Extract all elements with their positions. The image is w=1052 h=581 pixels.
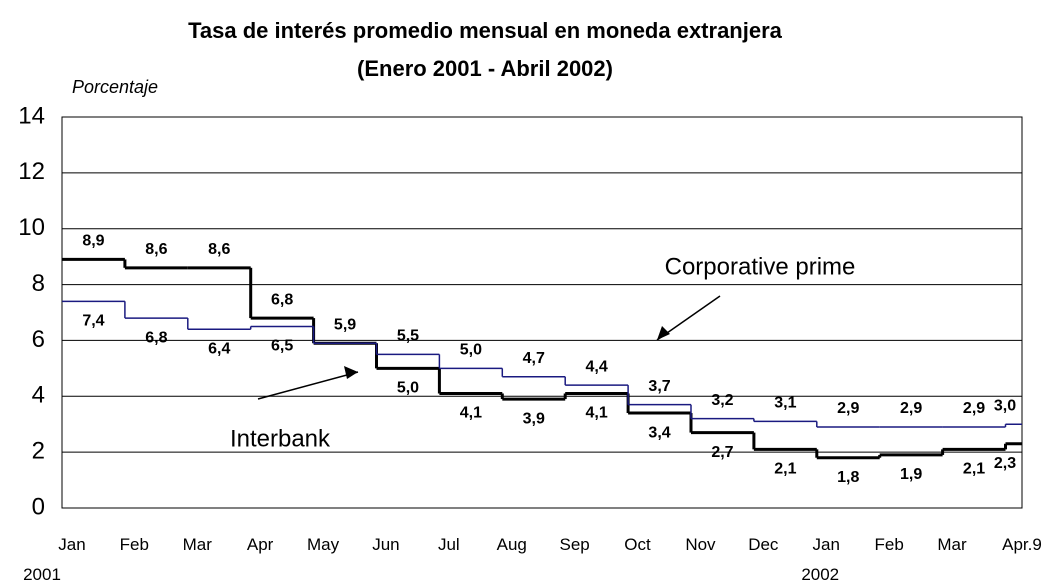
- y-axis-label: Porcentaje: [72, 77, 158, 97]
- annotation-arrowhead: [657, 326, 670, 340]
- x-tick-label: Jan 2002: [801, 535, 840, 581]
- x-tick-label-part: Mar: [183, 535, 213, 554]
- x-tick-label-part: 2002: [801, 565, 839, 581]
- data-label: 6,8: [271, 291, 293, 308]
- x-tick-label: May: [307, 535, 340, 554]
- data-label: 2,7: [711, 444, 733, 461]
- data-label: 2,9: [963, 400, 985, 417]
- x-tick-label: Nov: [685, 535, 716, 554]
- x-tick-label-part: Dec: [748, 535, 779, 554]
- x-tick-label: Apr: [247, 535, 274, 554]
- chart-title: Tasa de interés promedio mensual en mone…: [188, 18, 783, 43]
- x-tick-label: Apr.9: [1002, 535, 1042, 554]
- series-annotation: Corporative prime: [665, 253, 856, 280]
- x-tick-label-part: Sep: [560, 535, 590, 554]
- data-label: 2,9: [837, 400, 859, 417]
- data-label: 3,0: [994, 397, 1016, 414]
- data-label: 8,6: [208, 241, 230, 258]
- data-label: 1,8: [837, 469, 859, 486]
- x-tick-label-part: Oct: [624, 535, 651, 554]
- data-label: 4,1: [460, 405, 482, 422]
- x-tick-label: Jul: [438, 535, 460, 554]
- x-tick-label-part: Jan: [813, 535, 840, 554]
- x-tick-label-part: 2001: [23, 565, 61, 581]
- y-tick-label: 4: [32, 382, 45, 409]
- data-label: 3,2: [711, 392, 733, 409]
- data-label: 3,1: [774, 395, 796, 412]
- y-tick-label: 8: [32, 270, 45, 297]
- data-label: 1,9: [900, 466, 922, 483]
- data-label: 6,8: [145, 329, 167, 346]
- x-tick-label-part: Feb: [874, 535, 903, 554]
- x-tick-label-part: May: [307, 535, 340, 554]
- data-label: 5,0: [460, 342, 482, 359]
- x-tick-label-part: Apr.9: [1002, 535, 1042, 554]
- data-label: 2,9: [900, 400, 922, 417]
- x-tick-label: Mar: [937, 535, 967, 554]
- data-label: 2,1: [963, 461, 985, 478]
- data-label: 6,5: [271, 338, 293, 355]
- x-tick-label: Feb: [120, 535, 149, 554]
- annotation-arrowhead: [344, 366, 358, 379]
- y-tick-label: 10: [18, 214, 45, 241]
- series-annotation: Interbank: [230, 425, 331, 452]
- data-label: 2,3: [994, 455, 1016, 472]
- data-label: 5,5: [397, 328, 419, 345]
- x-tick-label-part: Nov: [685, 535, 716, 554]
- data-label: 2,1: [774, 461, 796, 478]
- annotation-arrow: [257, 371, 359, 400]
- data-label: 3,4: [648, 424, 670, 441]
- x-tick-label: Jan 2001: [23, 535, 86, 581]
- x-tick-label-part: Aug: [497, 535, 527, 554]
- data-label: 4,7: [523, 350, 545, 367]
- x-tick-label-part: Jul: [438, 535, 460, 554]
- y-tick-label: 6: [32, 326, 45, 353]
- y-tick-label: 0: [32, 493, 45, 520]
- data-label: 8,9: [82, 233, 104, 250]
- data-label: 5,0: [397, 380, 419, 397]
- x-tick-label-part: Feb: [120, 535, 149, 554]
- x-tick-label-part: Jan: [58, 535, 85, 554]
- x-tick-label: Sep: [560, 535, 590, 554]
- x-tick-label: Mar: [183, 535, 213, 554]
- chart-subtitle: (Enero 2001 - Abril 2002): [357, 56, 613, 81]
- data-label: 6,4: [208, 340, 230, 357]
- x-tick-label: Jun: [372, 535, 399, 554]
- data-label: 4,1: [586, 405, 608, 422]
- x-tick-label: Dec: [748, 535, 779, 554]
- data-label: 5,9: [334, 316, 356, 333]
- x-tick-label-part: Mar: [937, 535, 967, 554]
- y-tick-label: 12: [18, 158, 45, 185]
- data-label: 8,6: [145, 241, 167, 258]
- x-tick-label: Oct: [624, 535, 651, 554]
- data-label: 3,9: [523, 410, 545, 427]
- y-tick-label: 14: [18, 102, 45, 129]
- plot-frame: [61, 116, 1023, 509]
- data-label: 4,4: [586, 358, 608, 375]
- x-tick-label: Aug: [497, 535, 527, 554]
- data-label: 7,4: [82, 313, 104, 330]
- x-tick-label-part: Jun: [372, 535, 399, 554]
- x-tick-label-part: Apr: [247, 535, 274, 554]
- y-tick-label: 2: [32, 437, 45, 464]
- data-label: 3,7: [648, 378, 670, 395]
- x-tick-label: Feb: [874, 535, 903, 554]
